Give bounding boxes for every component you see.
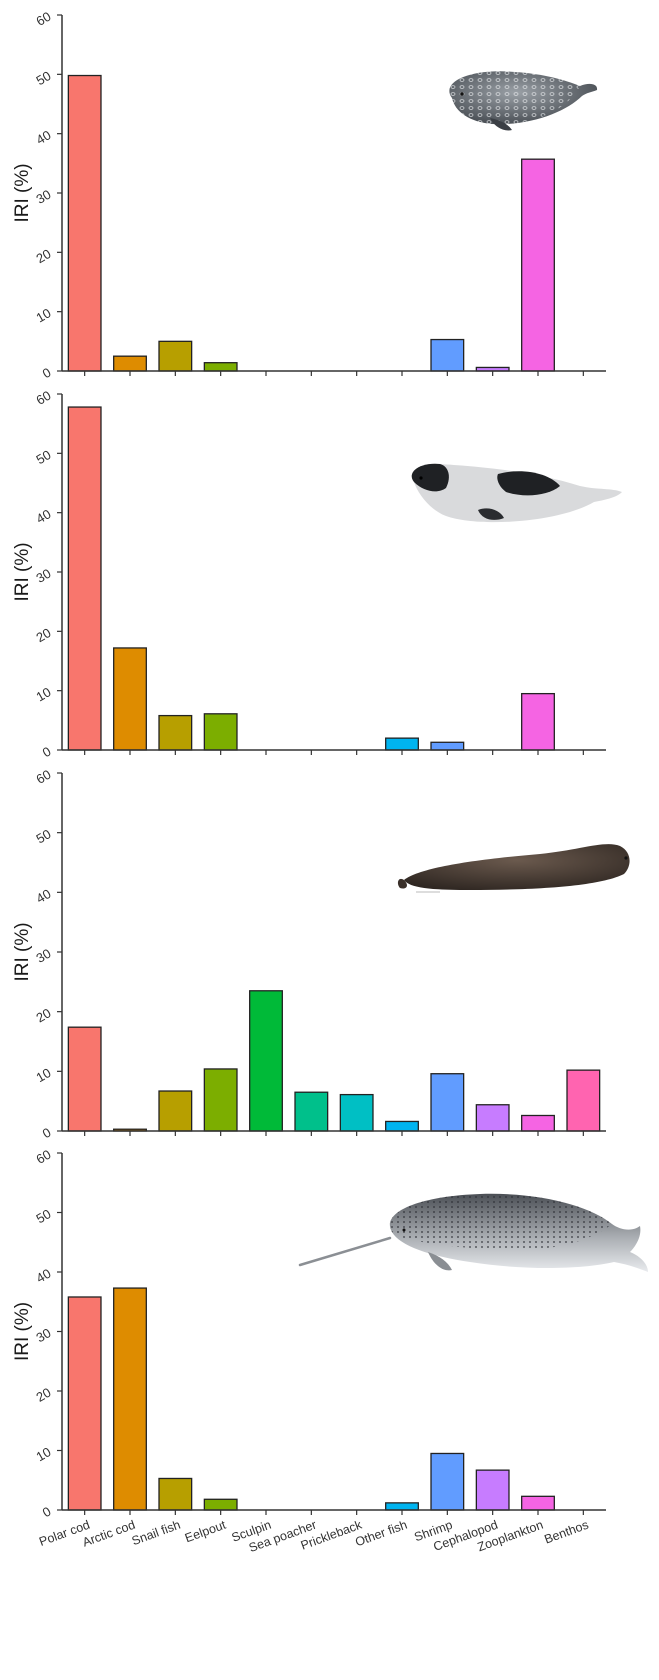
y-tick-label: 30: [33, 187, 53, 207]
bar: Shrimp: 5.3: [430, 338, 465, 372]
y-tick-label: 20: [33, 625, 53, 645]
x-tick-label: Snail fish: [130, 1518, 182, 1549]
bar: Arctic cod: 17.2: [113, 647, 147, 751]
bar: Arctic cod: 2.5: [113, 355, 147, 372]
x-tick-label: Other fish: [353, 1518, 409, 1550]
bar: Cephalopod: 4.4: [475, 1104, 510, 1132]
y-tick-label: 0: [40, 1504, 54, 1521]
y-tick-label: 40: [33, 886, 53, 906]
y-tick-label: 20: [33, 1005, 53, 1025]
bar: Snail fish: 5.8: [158, 714, 193, 751]
y-tick-label: 40: [33, 1266, 53, 1286]
y-tick-label: 50: [33, 826, 53, 846]
bar: Snail fish: 5: [158, 340, 193, 372]
y-tick-label: 10: [33, 305, 53, 325]
y-tick-label: 0: [40, 744, 54, 761]
y-axis-title: IRI (%): [12, 922, 33, 981]
bar: Shrimp: 9.6: [430, 1073, 465, 1132]
bar: Zooplankton: 35.7: [521, 158, 555, 372]
y-tick-label: 30: [33, 946, 53, 966]
y-tick-label: 0: [40, 1125, 54, 1142]
bar: Eelpout: 10.4: [203, 1068, 238, 1132]
bar: Polar cod: 35.8: [67, 1296, 102, 1511]
x-tick-label: Arctic cod: [81, 1518, 137, 1550]
y-tick-label: 60: [33, 9, 53, 29]
x-tick-label: Eelpout: [183, 1517, 228, 1545]
y-tick-label: 10: [33, 1444, 53, 1464]
bar: Sea poacher: 6.5: [294, 1091, 329, 1132]
bearded-seal-icon: [397, 844, 630, 893]
bar: Other fish: 2: [385, 737, 419, 751]
bar: Polar cod: 17.4: [67, 1026, 102, 1132]
bar: Shrimp: 1.3: [430, 741, 465, 751]
bar: Benthos: 10.2: [566, 1069, 601, 1132]
panel-1: Polar cod: 49.8 Arctic cod: 2.5 Snail fish…: [12, 9, 606, 382]
ringed-seal-icon: [449, 71, 598, 131]
bar: Cephalopod: 6.7: [475, 1469, 510, 1511]
bar: Arctic cod: 37.3: [113, 1287, 147, 1511]
bar: Snail fish: 5.3: [158, 1477, 193, 1511]
y-tick-label: 20: [33, 1385, 53, 1405]
y-tick-label: 60: [33, 767, 53, 787]
y-axis-title: IRI (%): [12, 163, 33, 222]
narwhal-icon: [298, 1193, 648, 1272]
y-tick-label: 20: [33, 246, 53, 266]
y-tick-label: 50: [33, 1206, 53, 1226]
y-axis-title: IRI (%): [12, 542, 33, 601]
y-tick-label: 0: [40, 365, 54, 382]
bar: Shrimp: 9.5: [430, 1452, 465, 1511]
bar: Sculpin: 23.5: [249, 990, 283, 1132]
y-tick-label: 40: [33, 506, 53, 526]
bar: Zooplankton: 2.6: [521, 1114, 555, 1132]
bar: Polar cod: 49.8: [67, 74, 102, 372]
y-tick-label: 30: [33, 1325, 53, 1345]
y-tick-label: 30: [33, 566, 53, 586]
panel-3: Polar cod: 17.4Arctic cod: 0.3Snail fish…: [12, 767, 606, 1142]
plot-layer: Polar cod: 49.8 Arctic cod: 2.5 Snail fish…: [12, 9, 606, 1555]
bar: Eelpout: 1.4: [203, 362, 238, 372]
y-tick-label: 60: [33, 1147, 53, 1167]
y-tick-label: 60: [33, 388, 53, 408]
bar: Other fish: 1.2: [385, 1502, 419, 1511]
y-tick-label: 10: [33, 1065, 53, 1085]
y-tick-label: 50: [33, 447, 53, 467]
y-tick-label: 50: [33, 68, 53, 88]
bar: Polar cod: 57.8: [67, 406, 102, 751]
y-tick-label: 10: [33, 684, 53, 704]
y-axis-title: IRI (%): [12, 1302, 33, 1361]
bar: Snail fish: 6.7: [158, 1090, 193, 1132]
x-tick-label: Benthos: [542, 1518, 590, 1547]
bar: Other fish: 1.6: [385, 1120, 419, 1132]
bar: Eelpout: 6.1: [203, 713, 238, 751]
y-tick-label: 40: [33, 127, 53, 147]
bar: Zooplankton: 9.5: [521, 692, 555, 751]
bar: Eelpout: 1.8: [203, 1498, 238, 1511]
panel-2: Polar cod: 57.8 Arctic cod: 17.2 Snail fis…: [12, 388, 606, 761]
harp-seal-icon: [411, 463, 622, 523]
bar: Zooplankton: 2.3: [521, 1495, 555, 1511]
bar: Prickleback: 6.1: [339, 1093, 374, 1132]
